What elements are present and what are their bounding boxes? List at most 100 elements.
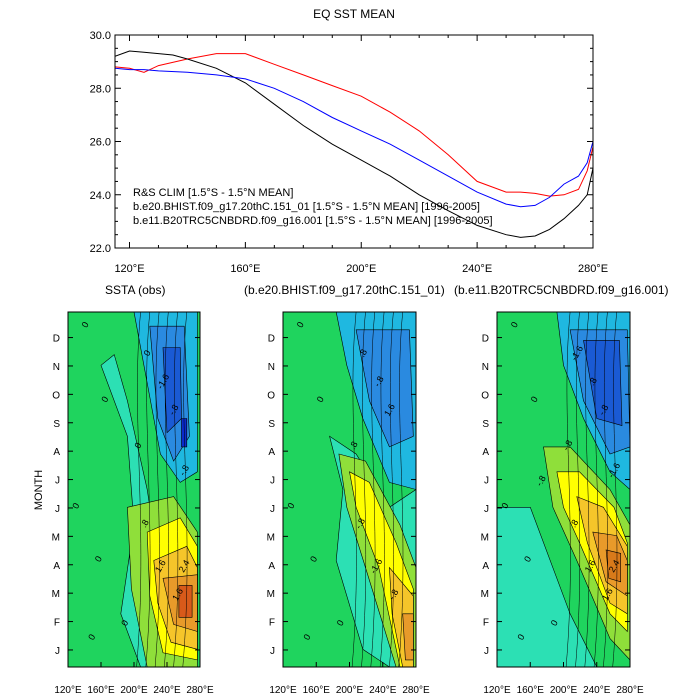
contour-label: -.8 [353,516,367,530]
contour-line [361,312,367,667]
contour-line [182,312,188,667]
lon-tick-label: 240°E [583,685,611,696]
contour-label: 0 [99,395,110,404]
legend-entry-cesm1: b.e11.B20TRC5CNBDRD.f09_g16.001 [1.5°S -… [133,215,493,227]
contour-line [145,312,151,667]
month-tick-label: O [52,390,60,401]
contour-label: .8 [587,376,599,388]
month-tick-label: J [55,504,60,515]
month-tick-label: J [55,646,60,657]
hovmoller-title-cesm1: (b.e11.B20TRC5CNBDRD.f09_g16.001) [454,283,669,297]
contour-label: 0 [301,632,312,641]
month-tick-label: M [481,532,489,543]
y-tick-label: 26.0 [90,137,111,149]
line-chart-title: EQ SST MEAN [313,7,395,21]
line-chart-legend: R&S CLIM [1.5°S - 1.5°N MEAN] b.e20.BHIS… [133,187,493,227]
contour-label: 0 [515,632,526,641]
x-tick-label: 280°E [578,263,608,275]
month-tick-label: D [268,334,275,345]
lon-tick-label: 120°E [54,685,82,696]
contour-label: .8 [347,440,359,452]
month-tick-label: M [267,532,275,543]
contour-label: 0 [80,320,91,329]
series-line-0 [115,53,593,197]
hovmoller-panel-cesm1: (b.e11.B20TRC5CNBDRD.f09_g16.001) J F M A M J… [454,283,669,696]
lon-tick-label: 240°E [153,685,181,696]
series-line-2 [115,67,593,208]
month-tick-label: J [484,504,489,515]
month-tick-label: J [484,646,489,657]
contour-label: .8 [568,518,580,530]
contour-line [584,312,590,667]
lon-tick-label: 200°E [550,685,578,696]
contour-label: 0 [70,501,81,510]
month-tick-label: A [53,447,60,458]
contour-label: 0 [285,501,296,510]
month-tick-label: M [52,589,60,600]
month-tick-label: F [54,618,60,629]
month-tick-label: S [53,419,60,430]
month-tick-label: J [270,646,275,657]
contour-label: 0 [86,632,97,641]
contour-region [355,329,414,448]
hovmoller-title-obs: SSTA (obs) [105,283,165,297]
contour-label: 0 [315,395,326,404]
month-tick-label: D [53,334,60,345]
lon-tick-label: 240°E [369,685,397,696]
contour-label: -.8 [534,474,548,488]
contour-label: 0 [132,441,143,450]
contour-line [173,312,179,667]
line-chart: EQ SST MEAN 22.0 24.0 26.0 28.0 30.0 120°E 16… [90,7,608,275]
lon-tick-label: 160°E [87,685,115,696]
month-tick-label: F [269,618,275,629]
contour-region [178,585,193,618]
x-tick-label: 120°E [114,263,144,275]
month-tick-label: S [482,419,489,430]
y-tick-label: 22.0 [90,243,111,255]
contour-line [603,312,608,667]
x-tick-label: 240°E [462,263,492,275]
contour-label: 0 [93,554,104,563]
month-tick-label: J [484,476,489,487]
lon-tick-label: 280°E [186,685,214,696]
contour-line [164,312,169,667]
legend-entry-obs: R&S CLIM [1.5°S - 1.5°N MEAN] [133,187,293,199]
month-tick-label: O [267,390,275,401]
contour-label: 0 [499,501,510,510]
month-tick-label: D [482,334,489,345]
month-tick-label: A [268,561,275,572]
lon-tick-label: 280°E [402,685,430,696]
contour-line [593,312,599,667]
contour-region [402,613,414,661]
lon-tick-label: 160°E [303,685,331,696]
month-tick-label: M [267,589,275,600]
month-tick-label: S [268,419,275,430]
contour-label: -.8 [167,403,181,417]
hovmoller-panel-cesm2: (b.e20.BHIST.f09_g17.20thC.151_01) J F M A M… [244,283,445,696]
contour-label: 0 [142,348,153,357]
contour-label: -.8 [372,374,386,388]
contour-label: .8 [357,347,369,359]
lon-tick-label: 200°E [120,685,148,696]
hovmoller-ylabel: MONTH [33,470,45,510]
contour-label: 0 [549,618,560,627]
contour-label: .8 [138,518,150,530]
contour-line [379,312,385,667]
contour-line [565,312,571,667]
contour-label: -.8 [177,463,191,477]
contour-region [497,506,598,667]
lon-tick-label: 120°E [269,685,297,696]
contour-label: 0 [522,554,533,563]
month-tick-label: N [482,362,489,373]
y-tick-label: 30.0 [90,30,111,42]
y-tick-label: 24.0 [90,190,111,202]
contour-label: 0 [529,395,540,404]
x-tick-label: 160°E [230,263,260,275]
month-tick-label: O [481,390,489,401]
contour-region [583,340,623,426]
series-line-1 [115,50,593,238]
month-tick-label: F [483,618,489,629]
contour-label: -.8 [387,587,401,601]
month-tick-label: N [268,362,275,373]
